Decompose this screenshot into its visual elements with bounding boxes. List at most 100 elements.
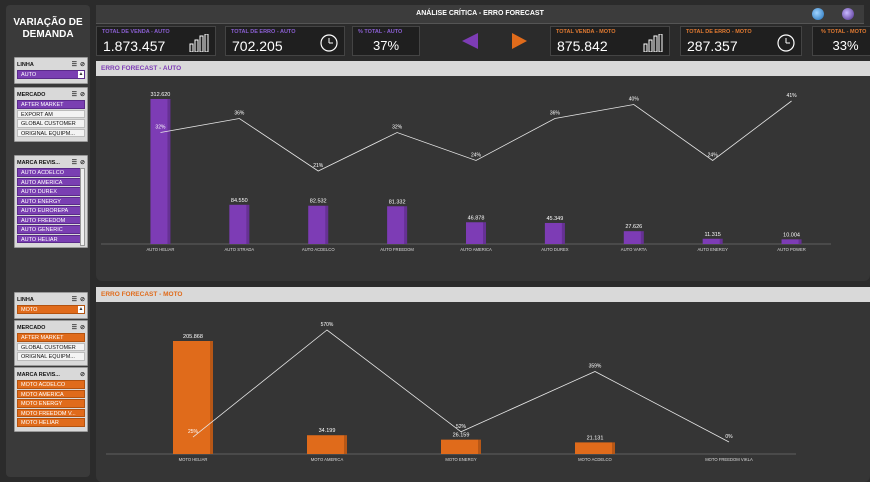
dropdown-arrow-icon[interactable]: ▲ [78, 71, 84, 78]
slicer-item[interactable]: AUTO AMERICA [17, 177, 85, 186]
slicer-header: MERCADO [17, 324, 46, 331]
bar-chart-icon [189, 34, 209, 52]
line-label: 41% [787, 93, 798, 99]
kpi-venda-auto: TOTAL DE VENDA - AUTO 1.873.457 [96, 26, 216, 56]
slicer-item[interactable]: AFTER MARKET [17, 333, 85, 342]
kpi-value: 702.205 [232, 38, 283, 54]
slicer-mercado-moto[interactable]: MERCADO ☰ ⊘ AFTER MARKET GLOBAL CUSTOMER O… [14, 320, 88, 366]
data-label: 45.349 [546, 216, 563, 222]
slicer-scrollbar[interactable] [80, 168, 85, 246]
bar [781, 239, 802, 244]
slicer-item[interactable]: AUTO DUREX [17, 187, 85, 196]
data-label: 27.626 [625, 224, 642, 230]
multiselect-icon[interactable]: ☰ [71, 297, 77, 303]
bar-shade [561, 222, 565, 244]
header-bar: ANÁLISE CRÍTICA - ERRO FORECAST [96, 5, 864, 24]
line-label: 24% [708, 153, 719, 159]
bar-shade [246, 204, 250, 244]
next-arrow-icon[interactable] [510, 33, 528, 49]
bar-shade [612, 442, 615, 454]
data-label: 81.332 [389, 199, 406, 205]
slicer-item[interactable]: MOTO AMERICA [17, 389, 85, 398]
line-label: 36% [234, 111, 245, 117]
slicer-header: LINHA [17, 61, 34, 68]
kpi-label: TOTAL DE ERRO - MOTO [686, 29, 752, 35]
sidebar: VARIAÇÃO DE DEMANDA LINHA ☰ ⊘ AUTO ▲ MERCA… [6, 5, 90, 477]
slicer-header: MARCA REVIS... [17, 371, 60, 378]
bar-shade [344, 435, 347, 454]
slicer-item[interactable]: MOTO HELIAR [17, 418, 85, 427]
bar-shade [483, 222, 486, 244]
multiselect-icon[interactable]: ☰ [71, 160, 77, 166]
data-label: 312.620 [150, 92, 170, 98]
line-series [192, 329, 730, 443]
slicer-item[interactable]: AUTO HELIAR [17, 234, 85, 243]
x-tick-label: MOTO HELIAR [179, 457, 208, 462]
slicer-marca-auto[interactable]: MARCA REVIS... ☰ ⊘ AUTO ACDELCO AUTO AMERI… [14, 155, 88, 248]
clock-icon [777, 34, 795, 52]
multiselect-icon[interactable]: ☰ [71, 92, 77, 98]
slicer-item[interactable]: MOTO [17, 305, 85, 314]
slicer-item[interactable]: AUTO EUROREPA [17, 206, 85, 215]
clear-filter-icon[interactable]: ⊘ [79, 372, 85, 378]
bar [544, 222, 565, 244]
data-label: 82.532 [310, 199, 327, 205]
bar [575, 442, 615, 454]
x-tick-label: AUTO ACDELCO [302, 247, 335, 252]
clear-filter-icon[interactable]: ⊘ [79, 297, 85, 303]
data-label: 10.004 [783, 232, 800, 238]
line-label: 0% [725, 434, 733, 440]
x-tick-label: MOTO ACDELCO [578, 457, 612, 462]
multiselect-icon[interactable]: ☰ [71, 62, 77, 68]
line-label: 32% [392, 125, 403, 131]
dropdown-arrow-icon[interactable]: ▲ [78, 306, 84, 313]
clear-filter-icon[interactable]: ⊘ [79, 160, 85, 166]
chart-panel-auto: ERRO FORECAST - AUTO 312.620 AUTO HELIAR 8… [96, 61, 870, 281]
x-tick-label: AUTO VARTA [621, 247, 647, 252]
slicer-item[interactable]: ORIGINAL EQUIPM... [17, 128, 85, 137]
bar [173, 341, 213, 454]
slicer-marca-moto[interactable]: MARCA REVIS... ⊘ MOTO ACDELCO MOTO AMERIC… [14, 367, 88, 432]
slicer-item[interactable]: GLOBAL CUSTOMER [17, 342, 85, 351]
slicer-item[interactable]: EXPORT AM [17, 109, 85, 118]
slicer-mercado-auto[interactable]: MERCADO ☰ ⊘ AFTER MARKET EXPORT AM GLOBAL … [14, 87, 88, 142]
kpi-erro-moto: TOTAL DE ERRO - MOTO 287.357 [680, 26, 802, 56]
multiselect-icon[interactable]: ☰ [71, 325, 77, 331]
x-tick-label: MOTO FREEDOM VIKLA [705, 457, 753, 462]
page-title: ANÁLISE CRÍTICA - ERRO FORECAST [416, 10, 544, 17]
bar [229, 204, 250, 244]
sidebar-title: VARIAÇÃO DE DEMANDA [13, 17, 83, 40]
slicer-item[interactable]: MOTO ENERGY [17, 399, 85, 408]
x-tick-label: MOTO ENERGY [445, 457, 477, 462]
x-tick-label: AUTO FREEDOM [380, 247, 414, 252]
slicer-item[interactable]: AUTO ACDELCO [17, 168, 85, 177]
slicer-item[interactable]: GLOBAL CUSTOMER [17, 119, 85, 128]
slicer-header: LINHA [17, 296, 34, 303]
bar-shade [325, 205, 329, 244]
slicer-item[interactable]: MOTO ACDELCO [17, 380, 85, 389]
slicer-item[interactable]: AUTO GENERIC [17, 225, 85, 234]
clear-filter-icon[interactable]: ⊘ [79, 325, 85, 331]
kpi-value: 287.357 [687, 38, 738, 54]
kpi-value: 33% [832, 38, 859, 53]
bar [307, 435, 347, 454]
slicer-item[interactable]: MOTO FREEDOM V... [17, 408, 85, 417]
line-label: 25% [188, 429, 199, 435]
kpi-label: TOTAL DE ERRO - AUTO [231, 29, 296, 35]
kpi-value: 37% [372, 38, 400, 53]
clear-filter-icon[interactable]: ⊘ [79, 92, 85, 98]
slicer-item[interactable]: AUTO ENERGY [17, 196, 85, 205]
power-icon[interactable] [842, 8, 854, 20]
slicer-item[interactable]: AUTO FREEDOM [17, 215, 85, 224]
line-label: 570% [321, 322, 334, 328]
slicer-linha-auto[interactable]: LINHA ☰ ⊘ AUTO ▲ [14, 57, 88, 84]
previous-arrow-icon[interactable] [462, 33, 480, 49]
slicer-item[interactable]: AFTER MARKET [17, 100, 85, 109]
globe-icon[interactable] [812, 8, 824, 20]
slicer-linha-moto[interactable]: LINHA ☰ ⊘ MOTO ▲ [14, 292, 88, 319]
slicer-item[interactable]: AUTO [17, 70, 85, 79]
bar [308, 205, 329, 244]
line-label: 32% [155, 125, 166, 131]
slicer-item[interactable]: ORIGINAL EQUIPM... [17, 352, 85, 361]
clear-filter-icon[interactable]: ⊘ [79, 62, 85, 68]
